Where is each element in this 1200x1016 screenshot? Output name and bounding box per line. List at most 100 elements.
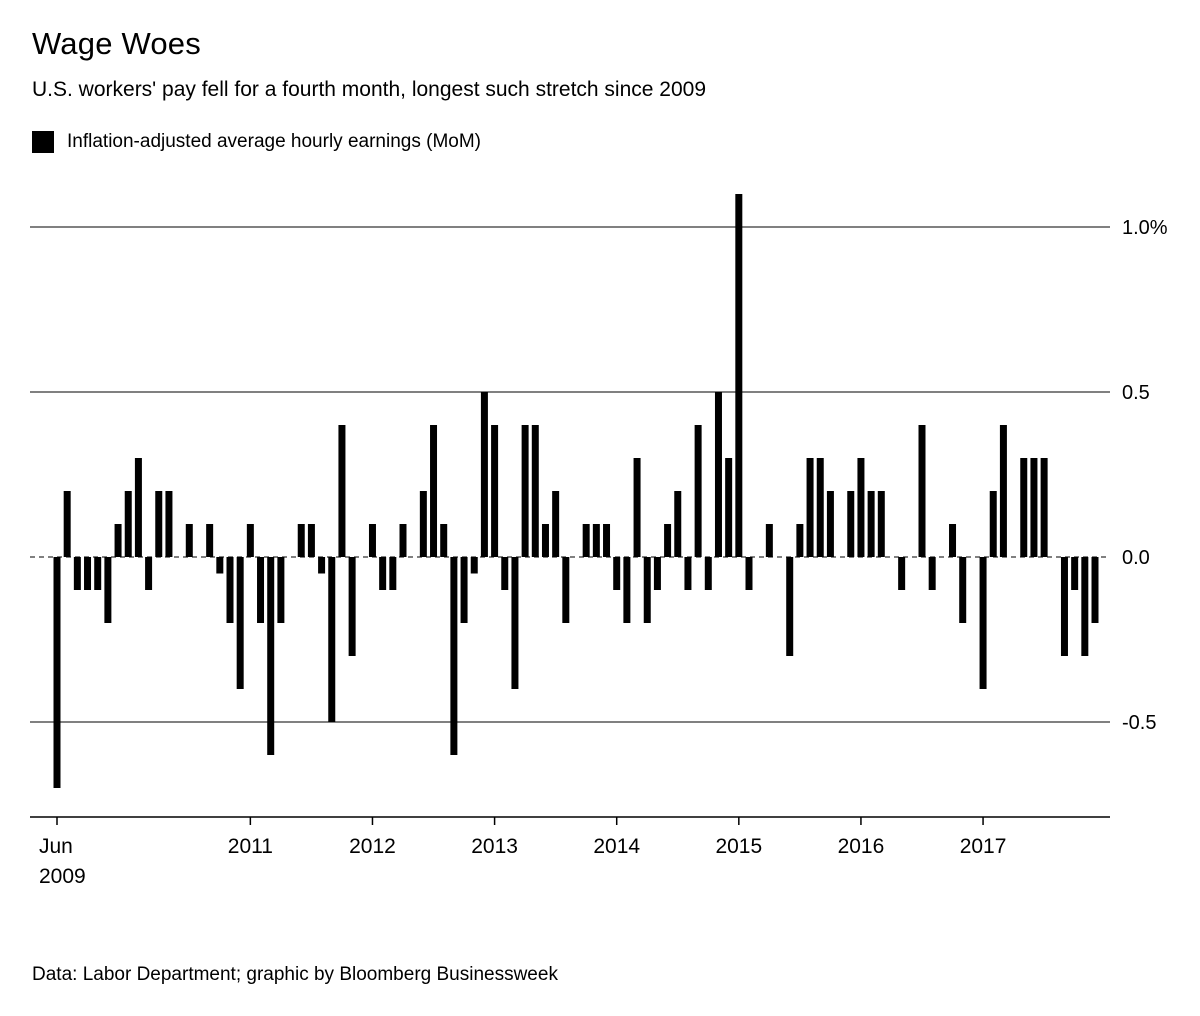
chart-area: 1.0% 0.5 0.0 -0.5 Jun 2009 2011 2012 2013 2014 201… — [0, 157, 1200, 897]
bar-chart: 1.0% 0.5 0.0 -0.5 Jun 2009 2011 2012 2013 2014 201… — [30, 193, 1168, 888]
bar — [236, 556, 244, 689]
bar — [653, 556, 661, 590]
bar — [613, 556, 621, 590]
bar — [898, 556, 906, 590]
bar — [246, 523, 254, 557]
bar — [480, 391, 488, 557]
bar — [257, 556, 265, 623]
bar — [114, 523, 122, 557]
bar — [562, 556, 570, 623]
page-title: Wage Woes — [32, 26, 201, 61]
bar — [867, 490, 875, 557]
bar — [206, 523, 214, 557]
bar — [1020, 457, 1028, 557]
x-tick-label: 2017 — [960, 835, 1007, 858]
bar — [216, 556, 224, 574]
bar — [399, 523, 407, 557]
legend-label: Inflation-adjusted average hourly earnin… — [67, 130, 481, 152]
bar — [796, 523, 804, 557]
bar — [297, 523, 305, 557]
bar — [735, 193, 743, 557]
bar — [531, 424, 539, 557]
bar — [1040, 457, 1048, 557]
bar — [979, 556, 987, 689]
y-tick-label: -0.5 — [1122, 712, 1156, 734]
bar — [491, 424, 499, 557]
bar — [94, 556, 102, 590]
bar — [694, 424, 702, 557]
bar — [816, 457, 824, 557]
bar — [714, 391, 722, 557]
bar — [674, 490, 682, 557]
bar — [725, 457, 733, 557]
bar — [318, 556, 326, 574]
bar — [84, 556, 92, 590]
x-tick-sublabel: 2009 — [39, 865, 86, 888]
bar — [53, 556, 61, 788]
bar — [918, 424, 926, 557]
bar — [155, 490, 163, 557]
bar — [623, 556, 631, 623]
bar — [389, 556, 397, 590]
bar — [521, 424, 529, 557]
bar — [430, 424, 438, 557]
bar — [1091, 556, 1099, 623]
x-tick-label: 2015 — [715, 835, 762, 858]
legend-swatch-icon — [32, 130, 54, 153]
bar — [368, 523, 376, 557]
bar — [1081, 556, 1089, 656]
bar — [277, 556, 285, 623]
x-tick-label: 2014 — [593, 835, 640, 858]
bar — [450, 556, 458, 755]
bar — [73, 556, 81, 590]
bar — [470, 556, 478, 574]
bar — [1030, 457, 1038, 557]
bar — [501, 556, 509, 590]
bar — [643, 556, 651, 623]
bar — [124, 490, 132, 557]
bar — [684, 556, 692, 590]
y-tick-label: 0.0 — [1122, 547, 1150, 569]
bar — [633, 457, 641, 557]
bar — [541, 523, 549, 557]
bar — [704, 556, 712, 590]
bar — [328, 556, 336, 722]
bar — [1060, 556, 1068, 656]
bar — [348, 556, 356, 656]
x-tick-label: Jun — [39, 835, 73, 858]
bar — [826, 490, 834, 557]
bar — [582, 523, 590, 557]
bar — [603, 523, 611, 557]
bar — [226, 556, 234, 623]
source-line: Data: Labor Department; graphic by Bloom… — [32, 964, 558, 985]
x-tick-label: 2013 — [471, 835, 518, 858]
bar — [928, 556, 936, 590]
bar — [1071, 556, 1079, 590]
bar — [460, 556, 468, 623]
bar — [745, 556, 753, 590]
legend: Inflation-adjusted average hourly earnin… — [32, 130, 1200, 153]
bar — [165, 490, 173, 557]
bar — [419, 490, 427, 557]
bar — [134, 457, 142, 557]
bar — [664, 523, 672, 557]
chart-subtitle: U.S. workers' pay fell for a fourth mont… — [32, 77, 706, 101]
bar — [959, 556, 967, 623]
x-tick-label: 2012 — [349, 835, 396, 858]
bar — [949, 523, 957, 557]
bar — [307, 523, 315, 557]
bar — [806, 457, 814, 557]
bar — [765, 523, 773, 557]
bar — [877, 490, 885, 557]
bar — [989, 490, 997, 557]
bar — [185, 523, 193, 557]
x-tick-label: 2016 — [838, 835, 885, 858]
header: Wage Woes U.S. workers' pay fell for a f… — [0, 0, 1200, 103]
bar — [552, 490, 560, 557]
bar — [145, 556, 153, 590]
x-tick-label: 2011 — [228, 835, 273, 858]
bar — [379, 556, 387, 590]
bar — [786, 556, 794, 656]
bar — [267, 556, 275, 755]
